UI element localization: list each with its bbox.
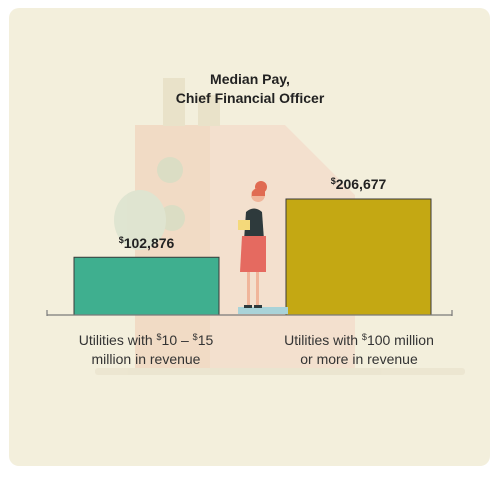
value-label-1: $206,677 (330, 176, 387, 192)
tree-shape (114, 190, 166, 250)
floor-mat (238, 307, 288, 314)
bars-group (73, 198, 432, 316)
clipboard (238, 220, 250, 230)
skirt (240, 236, 266, 272)
leg-left (247, 272, 250, 306)
hair (252, 187, 265, 196)
woman-illustration (238, 181, 288, 314)
leg-right (256, 272, 259, 306)
shoe-left (244, 305, 252, 308)
bar-1 (285, 198, 432, 316)
torso (244, 208, 264, 240)
ground-strip (95, 368, 465, 375)
bar-0 (73, 256, 220, 316)
chart-title: Median Pay, (210, 71, 290, 87)
chart-subtitle: Chief Financial Officer (175, 90, 325, 106)
value-label-0: $102,876 (118, 235, 175, 251)
shoe-right (254, 305, 262, 308)
chimney-1 (163, 78, 185, 126)
fan-icon (157, 157, 183, 183)
category-label-0: Utilities with $10 – $15 million in reve… (78, 332, 214, 367)
chimney-2 (198, 95, 220, 126)
category-label-1: Utilities with $100 million or more in r… (284, 332, 434, 367)
